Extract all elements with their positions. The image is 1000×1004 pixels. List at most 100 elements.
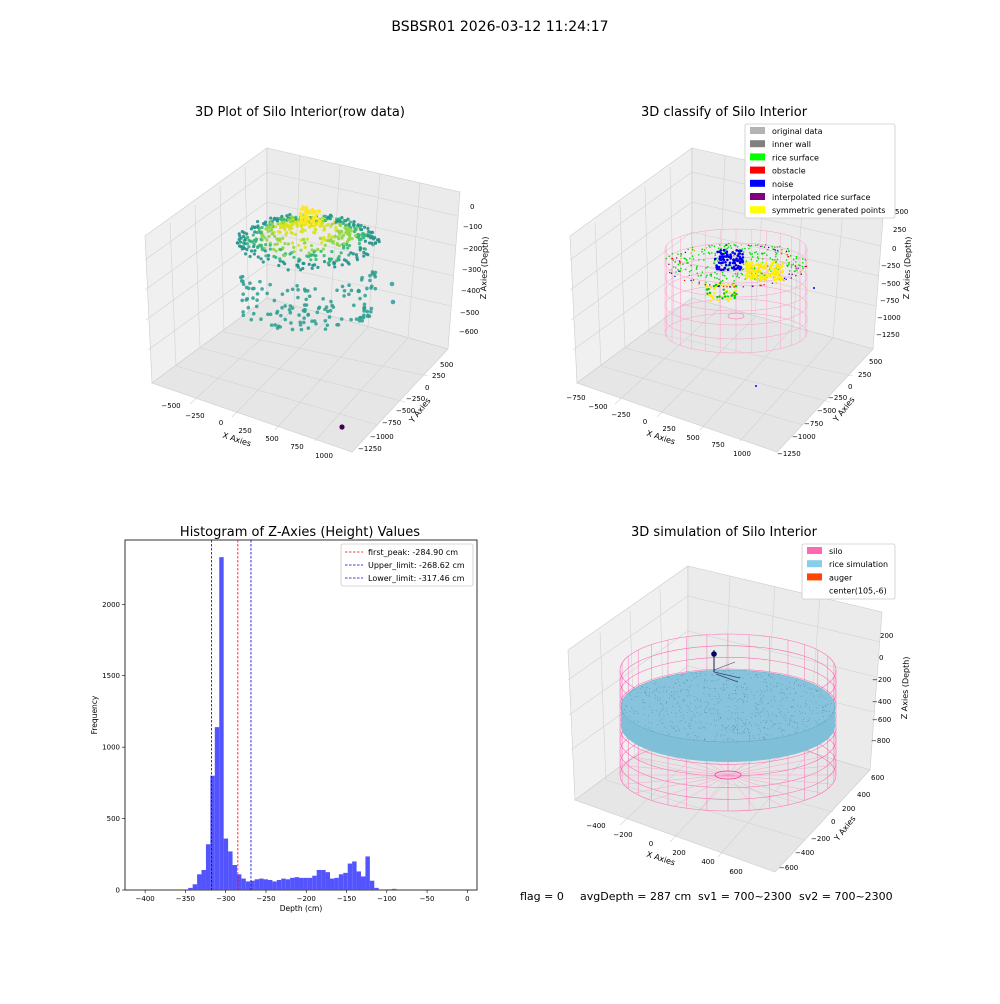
rice-point <box>670 691 672 693</box>
rice-point <box>747 729 749 731</box>
data-point <box>328 213 333 217</box>
rice-surface-point <box>771 258 774 261</box>
rice-surface-point <box>720 247 722 250</box>
rice-point <box>804 729 806 731</box>
data-point <box>358 225 362 229</box>
data-point <box>302 237 306 241</box>
floor-spoke <box>651 774 729 801</box>
z-tick-label: −200 <box>463 245 482 253</box>
rice-point <box>755 707 757 709</box>
rice-surface-point <box>774 255 777 258</box>
rice-point <box>803 684 805 686</box>
rice-surface-point <box>701 250 703 253</box>
edge-point <box>668 263 670 266</box>
symmetric-point <box>776 273 780 276</box>
data-point <box>337 230 341 234</box>
data-point <box>307 225 312 229</box>
rice-point <box>683 698 685 700</box>
rice-point <box>625 705 627 707</box>
rice-point <box>781 697 783 699</box>
data-point <box>338 223 343 227</box>
rice-point <box>690 684 692 686</box>
rice-surface-point <box>749 251 751 254</box>
rice-point <box>798 729 800 731</box>
symmetric-point <box>766 269 770 273</box>
histogram-plot-area <box>124 539 478 891</box>
rice-surface-point <box>781 248 783 251</box>
rice-point <box>717 671 719 673</box>
rice-point <box>688 733 690 735</box>
rice-point <box>680 712 682 713</box>
symmetric-point <box>709 286 713 289</box>
y-axis-label: Y Axies <box>832 814 858 843</box>
data-point <box>305 215 309 219</box>
y-tick-label: −500 <box>396 407 415 415</box>
rice-surface-point <box>703 259 705 261</box>
rice-point <box>714 696 716 698</box>
rice-surface-point <box>685 259 688 262</box>
rice-point <box>749 738 751 740</box>
histogram-bar <box>267 880 273 890</box>
symmetric-point <box>733 296 736 300</box>
rice-point <box>758 734 760 736</box>
rice-surface-point <box>761 272 763 275</box>
rice-point <box>648 727 650 729</box>
data-point <box>285 288 290 293</box>
noise-point <box>736 259 740 263</box>
rice-point <box>651 727 653 729</box>
rice-point <box>764 739 766 741</box>
rice-point <box>703 687 705 689</box>
rice-point <box>758 713 760 715</box>
data-point <box>258 279 262 284</box>
data-point <box>373 241 378 245</box>
noise-point <box>734 263 738 267</box>
data-point <box>365 286 369 291</box>
rice-point <box>756 704 758 706</box>
data-point <box>243 238 247 242</box>
rice-point <box>771 726 773 728</box>
rice-point <box>818 695 820 697</box>
edge-point <box>778 279 781 281</box>
rice-point <box>770 683 772 685</box>
edge-point <box>782 279 784 281</box>
rice-point <box>727 679 729 681</box>
rice-point <box>714 724 716 726</box>
rice-surface-point <box>721 279 724 282</box>
symmetric-point <box>723 295 727 298</box>
rice-point <box>660 703 662 705</box>
rice-surface-point <box>728 267 730 269</box>
rice-point <box>753 737 755 739</box>
rice-point <box>729 673 731 675</box>
histogram-bars <box>188 557 397 890</box>
data-point <box>260 287 264 291</box>
noise-point <box>722 268 725 271</box>
noise-point <box>732 258 735 261</box>
rice-point <box>764 722 766 724</box>
rice-point <box>742 731 744 733</box>
rice-point <box>674 731 676 732</box>
rice-point <box>814 688 816 690</box>
rice-point <box>715 709 717 711</box>
rice-surface-point <box>761 253 763 255</box>
legend-swatch <box>750 166 765 174</box>
rice-point <box>743 701 745 703</box>
rice-point <box>745 689 747 691</box>
rice-point <box>677 690 678 692</box>
legend-swatch <box>807 573 822 581</box>
data-point <box>341 221 345 225</box>
symmetric-point <box>726 283 729 286</box>
rice-point <box>727 738 729 740</box>
data-point <box>267 234 271 239</box>
z-tick-label: −800 <box>871 737 890 745</box>
x-tick-label: −250 <box>611 411 630 419</box>
edge-point <box>693 249 696 252</box>
rice-point <box>671 725 673 727</box>
rice-point <box>691 711 693 713</box>
symmetric-point <box>746 271 750 274</box>
data-point <box>291 222 295 226</box>
rice-point <box>666 689 668 691</box>
data-point <box>344 223 348 227</box>
data-point <box>362 250 366 255</box>
data-point <box>310 266 314 270</box>
rice-point <box>704 679 706 681</box>
